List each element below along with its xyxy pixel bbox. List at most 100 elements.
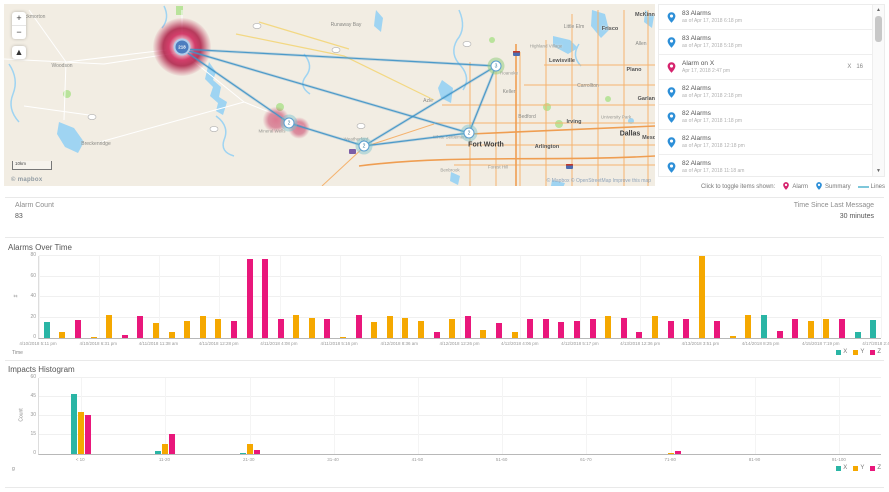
map-city-label: Carrollton <box>577 83 599 89</box>
chart-bar <box>121 334 128 338</box>
legend-label: X <box>843 465 848 471</box>
gridline <box>219 256 221 338</box>
alarm-count-stat: Alarm Count 83 <box>15 202 54 220</box>
alarm-sidebar: 83 Alarms as of Apr 17, 2018 6:18 pm 83 Al… <box>658 4 885 194</box>
chart-bar <box>162 443 169 454</box>
map-summary-marker[interactable]: 2 <box>355 137 373 155</box>
chart-bar <box>636 331 643 338</box>
x-tick-label: 4/10/2018 5:11 pm <box>19 341 57 346</box>
alarm-list-item[interactable]: 83 Alarms as of Apr 17, 2018 6:18 pm <box>659 5 873 30</box>
map-city-label: Little Elm <box>563 24 585 30</box>
mapbox-logo[interactable]: © mapbox <box>11 177 43 183</box>
chart-bar <box>620 317 627 338</box>
chart-bar <box>184 320 191 338</box>
map-attribution[interactable]: © Mapbox © OpenStreetMap Improve this ma… <box>546 178 651 184</box>
chart-bar <box>573 320 580 338</box>
gridline <box>502 378 504 454</box>
map-cluster-marker[interactable]: 218 <box>173 38 191 56</box>
chart-title: Alarms Over Time <box>8 243 73 252</box>
alarm-list-item[interactable]: 82 Alarms as of Apr 17, 2018 11:18 am <box>659 155 873 176</box>
x-tick-label: 4/12/2018 5:17 pm <box>561 341 599 346</box>
y-tick-label: 30 <box>30 412 36 418</box>
y-tick-label: 45 <box>30 393 36 399</box>
x-tick-label: 4/12/2018 8:36 am <box>380 341 419 346</box>
chart-bar <box>230 320 237 338</box>
chart-legend: X Y Z <box>836 465 881 471</box>
scrollbar[interactable]: ▲ ▼ <box>872 5 884 176</box>
legend-label: Y <box>860 465 865 471</box>
chart-bar <box>253 450 260 454</box>
chart-bar <box>215 318 222 338</box>
chart-bar <box>152 322 159 338</box>
gridline <box>580 256 582 338</box>
legend-swatch <box>853 349 859 355</box>
scroll-down-button[interactable]: ▼ <box>876 168 881 174</box>
map-city-label: McKinney <box>635 12 655 18</box>
x-tick-label: 91-100 <box>831 457 846 462</box>
gridline <box>820 256 822 338</box>
scroll-up-button[interactable]: ▲ <box>876 7 881 13</box>
alarm-item-timestamp: as of Apr 17, 2018 6:18 pm <box>682 18 743 24</box>
map-summary-marker[interactable]: 3 <box>487 57 505 75</box>
gridline <box>39 396 881 397</box>
legend-item-y[interactable]: Y <box>853 349 864 355</box>
chart-bar <box>277 318 284 338</box>
alarm-list-item[interactable]: 82 Alarms as of Apr 17, 2018 2:18 pm <box>659 80 873 105</box>
chart-bar <box>74 319 81 338</box>
alarm-pin-icon <box>783 182 790 190</box>
alarm-item-timestamp: as of Apr 17, 2018 1:18 pm <box>682 118 743 124</box>
legend-item-x[interactable]: X <box>836 349 847 355</box>
alarm-pin-icon <box>782 181 790 193</box>
alarm-list-item[interactable]: Alarm on X Apr 17, 2018 2:47 pm X 16 <box>659 55 873 80</box>
toggle-summary-label: Summary <box>824 184 851 190</box>
y-tick-label: 80 <box>30 252 36 258</box>
chart-bar <box>745 315 752 338</box>
chart-bar <box>106 315 113 338</box>
legend-item-x[interactable]: X <box>836 465 847 471</box>
legend-item-z[interactable]: Z <box>870 349 881 355</box>
toggle-summary[interactable]: Summary <box>815 181 851 193</box>
summary-pin-icon <box>667 161 676 173</box>
alarm-list-item[interactable]: 82 Alarms as of Apr 17, 2018 12:18 pm <box>659 130 873 155</box>
chart-bar <box>199 316 206 338</box>
chart-bar <box>542 318 549 338</box>
zoom-out-button[interactable]: − <box>12 25 26 39</box>
legend-swatch <box>870 349 876 355</box>
zoom-in-button[interactable]: + <box>16 13 22 23</box>
gridline <box>640 256 642 338</box>
map-city-label: Fort Worth <box>468 141 504 149</box>
alarm-list: 83 Alarms as of Apr 17, 2018 6:18 pm 83 Al… <box>659 5 873 176</box>
scrollbar-thumb[interactable] <box>875 16 882 42</box>
alarm-list-item[interactable]: 83 Alarms as of Apr 17, 2018 5:18 pm <box>659 30 873 55</box>
alarm-item-value: X 16 <box>847 64 863 70</box>
chart-bar <box>433 331 440 338</box>
toggle-alarm[interactable]: Alarm <box>782 181 808 193</box>
map-zoom-controls: + − <box>12 12 26 39</box>
gridline <box>333 378 335 454</box>
tslm-value: 30 minutes <box>839 213 874 220</box>
map-city-label: Arlington <box>534 144 560 150</box>
chart-bar <box>71 394 78 454</box>
toggle-lines-label: Lines <box>870 184 885 190</box>
summary-pin-icon <box>816 182 822 190</box>
alarm-list-item[interactable]: 82 Alarms as of Apr 17, 2018 1:18 pm <box>659 105 873 130</box>
map-summary-marker[interactable]: 2 <box>460 124 478 142</box>
toggle-lines[interactable]: Lines <box>857 184 885 190</box>
legend-item-z[interactable]: Z <box>870 465 881 471</box>
map-compass-button[interactable]: ▲ <box>14 47 24 57</box>
map-tiles <box>4 4 655 186</box>
chart-bar <box>85 414 92 454</box>
chart-bar <box>674 451 681 454</box>
chart-bar <box>168 331 175 338</box>
alarm-item-text: 83 Alarms as of Apr 17, 2018 5:18 pm <box>682 35 742 49</box>
x-tick-label: 4/11/2018 12:28 pm <box>198 341 239 346</box>
map-summary-marker[interactable]: 2 <box>280 114 298 132</box>
gridline <box>460 256 461 338</box>
legend-item-y[interactable]: Y <box>853 465 864 471</box>
chart-bar <box>355 315 362 338</box>
x-tick-label: 4/14/2018 8:25 pm <box>741 341 780 346</box>
x-tick-label: 81-90 <box>748 457 761 462</box>
map[interactable]: 218 2 2 3 2 Throckmorton Woodson Breckenridge R… <box>4 4 655 186</box>
x-tick-label: 4/10/2018 6:31 pm <box>79 341 117 346</box>
alarm-pin-icon <box>667 61 676 73</box>
